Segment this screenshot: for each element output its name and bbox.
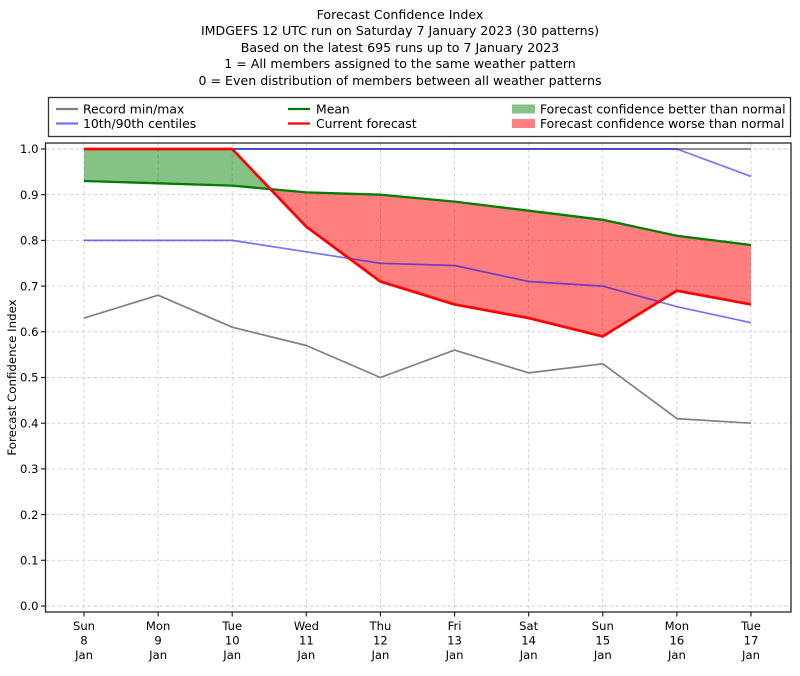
y-tick-label: 0.4 bbox=[20, 416, 38, 430]
x-tick-label-day: 13 bbox=[447, 634, 462, 648]
x-tick-label-month: Jan bbox=[74, 648, 93, 662]
x-tick-label-dow: Wed bbox=[294, 619, 319, 633]
x-tick-label-day: 9 bbox=[154, 634, 161, 648]
legend-better-patch bbox=[512, 104, 535, 114]
chart-title-line-3: Based on the latest 695 runs up to 7 Jan… bbox=[240, 39, 560, 55]
mean-line bbox=[83, 179, 752, 247]
x-tick-label-day: 14 bbox=[521, 634, 536, 648]
x-tick-label-month: Jan bbox=[371, 648, 390, 662]
x-tick-label-dow: Sat bbox=[519, 619, 538, 633]
record-min-line bbox=[83, 294, 752, 425]
chart-title-block: Forecast Confidence Index IMDGEFS 12 UTC… bbox=[0, 7, 800, 89]
chart-title-line-2: IMDGEFS 12 UTC run on Saturday 7 January… bbox=[200, 23, 600, 39]
y-tick-label: 1.0 bbox=[20, 142, 38, 156]
legend-centiles-label: 10th/90th centiles bbox=[83, 116, 196, 131]
y-tick-label: 0.1 bbox=[20, 554, 38, 568]
legend-worse-label: Forecast confidence worse than normal bbox=[540, 116, 784, 131]
y-tick-label: 0.2 bbox=[20, 508, 38, 522]
legend-better-label: Forecast confidence better than normal bbox=[540, 102, 786, 117]
x-tick-label-day: 11 bbox=[299, 634, 314, 648]
y-tick-label: 0.5 bbox=[20, 371, 38, 385]
current-forecast-line bbox=[84, 147, 752, 338]
y-tick-label: 0.3 bbox=[20, 462, 38, 476]
y-tick-label: 0.9 bbox=[20, 188, 38, 202]
x-tick-label-dow: Tue bbox=[221, 619, 242, 633]
x-tick-label-dow: Thu bbox=[369, 619, 392, 633]
chart-title-line-5: 0 = Even distribution of members between… bbox=[198, 72, 602, 88]
x-tick-label-month: Jan bbox=[593, 648, 612, 662]
legend-worse-patch bbox=[512, 119, 535, 128]
chart-title-line-1: Forecast Confidence Index bbox=[316, 7, 484, 22]
fill-better-than-normal bbox=[84, 149, 271, 190]
legend-record-minmax-label: Record min/max bbox=[83, 102, 184, 117]
x-tick-label-day: 15 bbox=[595, 634, 610, 648]
x-tick-label-day: 8 bbox=[80, 634, 87, 648]
x-tick-label-dow: Tue bbox=[740, 619, 761, 633]
x-tick-label-day: 16 bbox=[670, 634, 685, 648]
x-tick-label-month: Jan bbox=[445, 648, 464, 662]
x-tick-label-month: Jan bbox=[296, 648, 315, 662]
chart-title-line-4: 1 = All members assigned to the same wea… bbox=[224, 56, 576, 72]
x-tick-label-day: 10 bbox=[225, 634, 240, 648]
y-tick-label: 0.7 bbox=[20, 279, 38, 293]
y-tick-label: 0.0 bbox=[20, 599, 38, 613]
x-tick-label-month: Jan bbox=[741, 648, 760, 662]
legend-box bbox=[47, 96, 792, 138]
x-tick-label-dow: Sun bbox=[592, 619, 614, 633]
x-tick-label-month: Jan bbox=[667, 648, 686, 662]
x-tick-label-month: Jan bbox=[148, 648, 167, 662]
x-tick-label-day: 12 bbox=[373, 634, 388, 648]
legend-mean-label: Mean bbox=[316, 102, 350, 117]
centile-10-line bbox=[84, 239, 752, 324]
x-tick-label-month: Jan bbox=[519, 648, 538, 662]
legend-current-forecast-label: Current forecast bbox=[316, 116, 417, 131]
x-tick-label-dow: Mon bbox=[665, 619, 689, 633]
x-tick-label-day: 17 bbox=[744, 634, 759, 648]
x-tick-label-dow: Fri bbox=[448, 619, 462, 633]
x-tick-label-dow: Mon bbox=[146, 619, 170, 633]
y-tick-label: 0.8 bbox=[20, 234, 38, 248]
x-tick-label-dow: Sun bbox=[73, 619, 95, 633]
y-axis-label: Forecast Confidence Index bbox=[5, 299, 19, 455]
x-tick-label-month: Jan bbox=[222, 648, 241, 662]
y-tick-label: 0.6 bbox=[20, 325, 38, 339]
series-layer bbox=[83, 147, 752, 425]
legend: Record min/max 10th/90th centiles Mean C… bbox=[47, 96, 792, 138]
